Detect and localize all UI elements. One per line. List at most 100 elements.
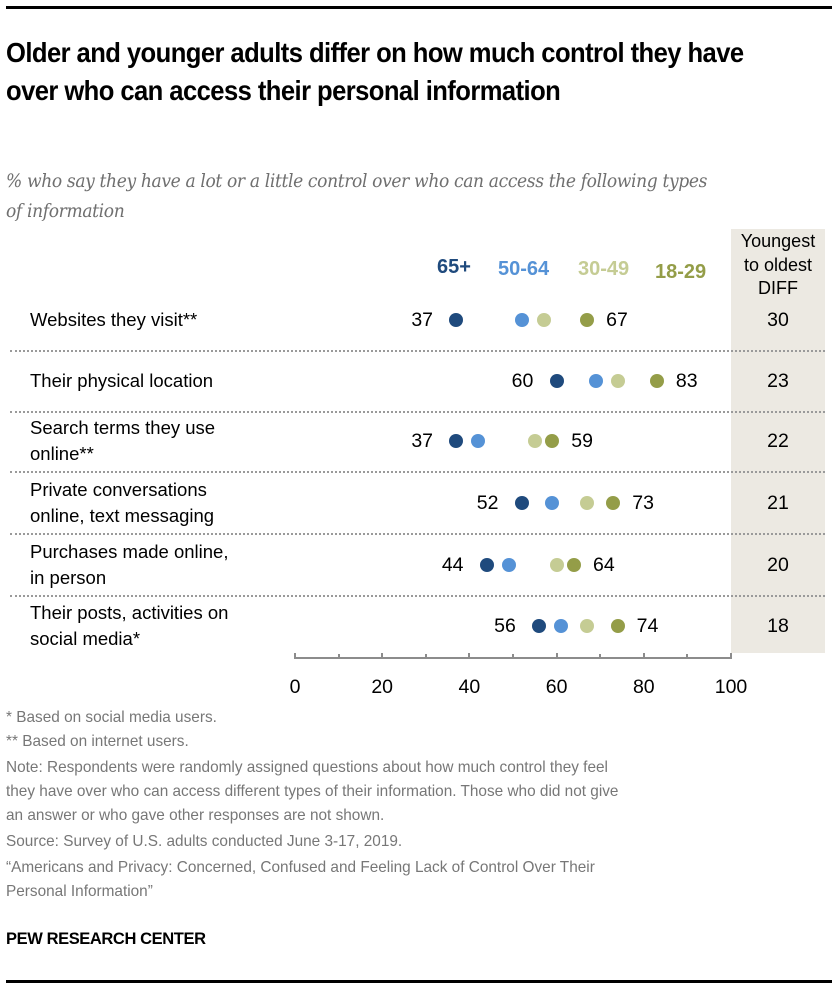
- footnote-line: Personal Information”: [6, 883, 153, 900]
- footnote-line: “Americans and Privacy: Concerned, Confu…: [6, 859, 595, 876]
- dot-50-64: [588, 374, 603, 388]
- dot-50-64: [514, 313, 529, 327]
- row-separator: [10, 471, 825, 473]
- dot-18-29: [545, 434, 560, 448]
- x-axis-tick-label: 20: [371, 676, 394, 698]
- diff-value: 23: [767, 370, 789, 392]
- value-label-18-29: 83: [675, 370, 698, 392]
- row-label-line: social media*: [30, 628, 141, 649]
- x-axis-major-tick: [730, 653, 732, 659]
- value-label-65plus: 60: [511, 370, 534, 392]
- x-axis-tick-label: 0: [289, 676, 301, 698]
- diff-column-background: [731, 229, 825, 653]
- x-axis-minor-tick: [337, 654, 340, 658]
- diff-value: 30: [767, 309, 789, 331]
- row-separator: [10, 595, 825, 597]
- dot-18-29: [567, 558, 582, 572]
- diff-value: 18: [767, 615, 789, 637]
- value-label-18-29: 73: [632, 492, 654, 514]
- row-separator: [10, 411, 825, 413]
- dot-65plus: [549, 374, 564, 388]
- row-label: Their posts, activities on social media*: [30, 600, 290, 652]
- dot-18-29: [606, 496, 621, 510]
- dot-30-49: [580, 619, 595, 633]
- row-label-line: Their physical location: [30, 370, 214, 391]
- row-label: Their physical location: [30, 368, 290, 394]
- legend-item-30-49: 30-49: [578, 258, 630, 280]
- dot-18-29: [610, 619, 625, 633]
- row-label-line: online, text messaging: [30, 505, 215, 526]
- x-axis-major-tick: [294, 653, 296, 659]
- footnote-line: Note: Respondents were randomly assigned…: [6, 759, 608, 776]
- dot-50-64: [471, 434, 486, 448]
- dot-65plus: [449, 313, 464, 327]
- row-label-line: online**: [30, 443, 94, 464]
- row-label-line: Search terms they use: [30, 417, 216, 438]
- dot-50-64: [501, 558, 516, 572]
- legend-item-50-64: 50-64: [498, 258, 550, 280]
- top-rule: [6, 6, 832, 9]
- dot-30-49: [536, 313, 551, 327]
- diff-header-line: DIFF: [758, 278, 798, 298]
- footnote-line: an answer or who gave other responses ar…: [6, 807, 385, 824]
- footnote-line: ** Based on internet users.: [6, 733, 189, 750]
- row-label-line: Websites they visit**: [30, 309, 198, 330]
- chart-title: Older and younger adults differ on how m…: [6, 37, 744, 106]
- x-axis-line: [295, 657, 731, 659]
- x-axis-major-tick: [642, 653, 645, 659]
- dot-65plus: [514, 496, 529, 510]
- value-label-65plus: 44: [441, 554, 464, 576]
- dot-65plus: [449, 434, 464, 448]
- value-label-65plus: 56: [494, 615, 516, 637]
- x-axis-minor-tick: [512, 654, 514, 658]
- bottom-rule: [6, 980, 832, 983]
- dot-65plus: [532, 619, 547, 633]
- footnote-line: Source: Survey of U.S. adults conducted …: [6, 833, 403, 850]
- value-label-65plus: 37: [411, 430, 434, 452]
- x-axis-major-tick: [468, 653, 471, 659]
- x-axis-tick-label: 40: [458, 676, 481, 698]
- row-label: Search terms they use online**: [30, 415, 290, 467]
- value-label-18-29: 74: [636, 615, 659, 637]
- chart-subtitle: % who say they have a lot or a little co…: [6, 170, 708, 222]
- x-axis-major-tick: [381, 653, 384, 659]
- dot-65plus: [479, 558, 494, 572]
- value-label-18-29: 67: [606, 309, 628, 331]
- row-separator: [10, 533, 825, 535]
- dot-30-49: [527, 434, 542, 448]
- row-separator: [10, 350, 825, 352]
- diff-value: 20: [767, 554, 789, 576]
- value-label-18-29: 64: [593, 554, 615, 576]
- diff-value: 22: [767, 430, 789, 452]
- dot-30-49: [610, 374, 625, 388]
- row-label-line: Their posts, activities on: [30, 602, 229, 623]
- value-label-65plus: 37: [411, 309, 434, 331]
- dot-50-64: [545, 496, 560, 510]
- value-label-65plus: 52: [476, 492, 499, 514]
- x-axis-tick-label: 60: [545, 676, 568, 698]
- row-label: Websites they visit**: [30, 307, 290, 333]
- x-axis-major-tick: [555, 653, 558, 659]
- brand-logo-text: PEW RESEARCH CENTER: [6, 930, 206, 948]
- row-label: Private conversations online, text messag…: [30, 477, 290, 529]
- dot-18-29: [580, 313, 595, 327]
- row-label-line: Purchases made online,: [30, 541, 229, 562]
- x-axis-minor-tick: [424, 654, 427, 658]
- diff-column-header: Youngest to oldest DIFF: [731, 230, 825, 301]
- footnote-line: they have over who can access different …: [6, 783, 619, 800]
- dot-50-64: [553, 619, 568, 633]
- diff-header-line: to oldest: [743, 254, 813, 275]
- x-axis-tick-label: 80: [632, 676, 655, 698]
- row-label: Purchases made online, in person: [30, 539, 290, 591]
- x-axis-tick-label: 100: [714, 676, 748, 698]
- diff-header-line: Youngest: [740, 231, 816, 251]
- dot-18-29: [649, 374, 664, 388]
- legend-item-18-29: 18-29: [655, 261, 707, 283]
- footnote-line: * Based on social media users.: [6, 709, 217, 726]
- dot-30-49: [549, 558, 564, 572]
- dot-30-49: [580, 496, 595, 510]
- row-label-line: in person: [30, 567, 107, 588]
- row-label-line: Private conversations: [30, 479, 207, 500]
- value-label-18-29: 59: [571, 430, 593, 452]
- x-axis-minor-tick: [599, 654, 602, 658]
